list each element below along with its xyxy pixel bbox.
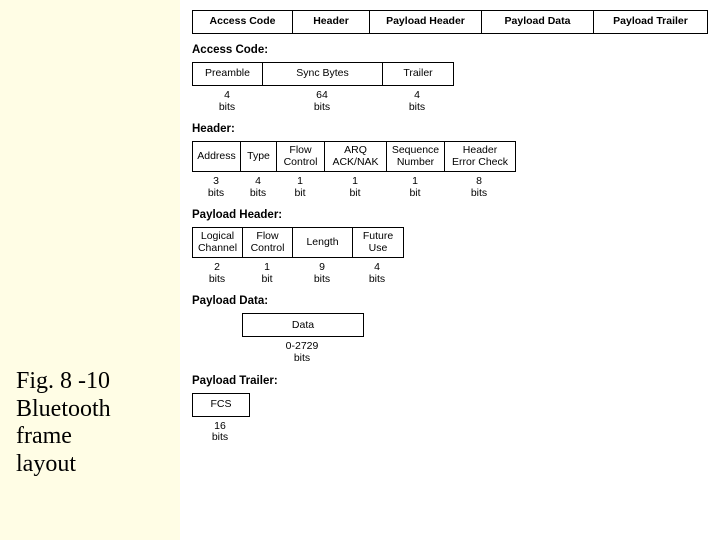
section-title: Payload Data: (192, 295, 708, 307)
payload-header-section: Payload Header: Logical ChannelFlow Cont… (192, 209, 708, 285)
field-cell: Trailer (383, 63, 453, 85)
overall-frame-cell: Payload Trailer (594, 11, 707, 33)
diagram-panel: Access CodeHeaderPayload HeaderPayload D… (180, 0, 720, 540)
field-size-label: 1bit (386, 174, 444, 199)
access-code-row: PreambleSync BytesTrailer (192, 62, 454, 86)
figure-caption: Fig. 8 -10 Bluetooth frame layout (16, 368, 111, 478)
overall-frame-cell: Access Code (193, 11, 293, 33)
payload-header-labels: 2bits1bit9bits4bits (192, 260, 402, 285)
field-size-label: 2bits (192, 260, 242, 285)
access-code-section: Access Code: PreambleSync BytesTrailer 4… (192, 44, 708, 113)
header-section: Header: AddressTypeFlow ControlARQ ACK/N… (192, 123, 708, 199)
header-row: AddressTypeFlow ControlARQ ACK/NAKSequen… (192, 141, 516, 172)
payload-data-row: Data (242, 313, 364, 337)
field-cell: Length (293, 228, 353, 257)
field-cell: ARQ ACK/NAK (325, 142, 387, 171)
caption-line: Bluetooth (16, 396, 111, 424)
field-size-label: 8bits (444, 174, 514, 199)
field-cell: Address (193, 142, 241, 171)
payload-header-row: Logical ChannelFlow ControlLengthFuture … (192, 227, 404, 258)
field-cell: Flow Control (243, 228, 293, 257)
caption-line: frame (16, 423, 111, 451)
field-cell: Sync Bytes (263, 63, 383, 85)
field-size-label: 4bits (192, 88, 262, 113)
field-cell: Type (241, 142, 277, 171)
field-size-label: 1bit (242, 260, 292, 285)
field-size-label: 9bits (292, 260, 352, 285)
payload-trailer-section: Payload Trailer: FCS 16bits (192, 375, 708, 444)
payload-data-wrap: Data 0-2729bits (192, 313, 708, 364)
payload-trailer-labels: 16bits (192, 419, 248, 444)
field-cell: Preamble (193, 63, 263, 85)
section-title: Header: (192, 123, 708, 135)
overall-frame-cell: Payload Header (370, 11, 482, 33)
caption-line: layout (16, 451, 111, 479)
field-size-label: 4bits (382, 88, 452, 113)
access-code-labels: 4bits64bits4bits (192, 88, 452, 113)
section-title: Payload Trailer: (192, 375, 708, 387)
section-title: Access Code: (192, 44, 708, 56)
field-size-label: 4bits (352, 260, 402, 285)
section-title: Payload Header: (192, 209, 708, 221)
field-size-label: 1bit (324, 174, 386, 199)
payload-data-section: Payload Data: Data 0-2729bits (192, 295, 708, 364)
field-cell: Logical Channel (193, 228, 243, 257)
payload-data-labels: 0-2729bits (242, 339, 362, 364)
field-cell: Flow Control (277, 142, 325, 171)
header-labels: 3bits4bits1bit1bit1bit8bits (192, 174, 514, 199)
overall-frame-row: Access CodeHeaderPayload HeaderPayload D… (192, 10, 708, 34)
field-cell: Sequence Number (387, 142, 445, 171)
field-size-label: 64bits (262, 88, 382, 113)
field-size-label: 1bit (276, 174, 324, 199)
field-size-label: 0-2729bits (242, 339, 362, 364)
field-cell: Data (243, 314, 363, 336)
overall-frame-cell: Payload Data (482, 11, 594, 33)
field-size-label: 3bits (192, 174, 240, 199)
field-cell: Future Use (353, 228, 403, 257)
field-cell: FCS (193, 394, 249, 416)
payload-trailer-row: FCS (192, 393, 250, 417)
field-cell: Header Error Check (445, 142, 515, 171)
overall-frame-cell: Header (293, 11, 370, 33)
field-size-label: 4bits (240, 174, 276, 199)
field-size-label: 16bits (192, 419, 248, 444)
overall-frame-section: Access CodeHeaderPayload HeaderPayload D… (192, 10, 708, 34)
caption-line: Fig. 8 -10 (16, 368, 111, 396)
